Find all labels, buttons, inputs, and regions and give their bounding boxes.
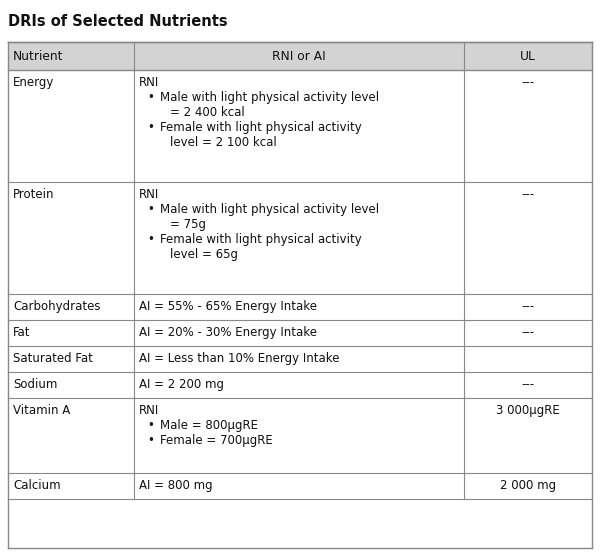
Text: Male = 800μgRE: Male = 800μgRE — [160, 419, 257, 432]
Text: Sodium: Sodium — [13, 378, 58, 391]
Bar — [8, 346, 592, 372]
Bar — [8, 473, 592, 499]
Text: = 2 400 kcal: = 2 400 kcal — [170, 106, 244, 119]
Bar — [8, 70, 592, 182]
Text: Protein: Protein — [13, 188, 55, 201]
Text: •: • — [148, 419, 154, 432]
Text: AI = 800 mg: AI = 800 mg — [139, 479, 212, 492]
Text: Female with light physical activity: Female with light physical activity — [160, 233, 361, 246]
Text: level = 65g: level = 65g — [170, 248, 238, 261]
Text: 2 000 mg: 2 000 mg — [500, 479, 556, 492]
Text: Male with light physical activity level: Male with light physical activity level — [160, 91, 379, 104]
Text: Female with light physical activity: Female with light physical activity — [160, 121, 361, 134]
Text: RNI: RNI — [139, 404, 159, 417]
Text: RNI or AI: RNI or AI — [272, 49, 325, 63]
Text: Female = 700μgRE: Female = 700μgRE — [160, 434, 272, 447]
Text: = 75g: = 75g — [170, 218, 206, 231]
Bar — [8, 398, 592, 473]
Text: •: • — [148, 203, 154, 216]
Bar — [8, 372, 592, 398]
Bar — [8, 42, 592, 70]
Text: Nutrient: Nutrient — [13, 49, 64, 63]
Text: AI = 20% - 30% Energy Intake: AI = 20% - 30% Energy Intake — [139, 326, 317, 339]
Text: AI = 55% - 65% Energy Intake: AI = 55% - 65% Energy Intake — [139, 300, 317, 313]
Bar — [8, 320, 592, 346]
Text: Vitamin A: Vitamin A — [13, 404, 70, 417]
Text: •: • — [148, 434, 154, 447]
Text: •: • — [148, 91, 154, 104]
Text: Energy: Energy — [13, 76, 55, 89]
Text: UL: UL — [520, 49, 536, 63]
Text: Calcium: Calcium — [13, 479, 61, 492]
Text: 3 000μgRE: 3 000μgRE — [496, 404, 560, 417]
Text: RNI: RNI — [139, 188, 159, 201]
Text: ---: --- — [521, 326, 535, 339]
Text: ---: --- — [521, 76, 535, 89]
Text: AI = 2 200 mg: AI = 2 200 mg — [139, 378, 224, 391]
Text: ---: --- — [521, 188, 535, 201]
Text: Carbohydrates: Carbohydrates — [13, 300, 101, 313]
Text: •: • — [148, 233, 154, 246]
Text: level = 2 100 kcal: level = 2 100 kcal — [170, 136, 277, 149]
Text: ---: --- — [521, 300, 535, 313]
Bar — [8, 182, 592, 294]
Text: Saturated Fat: Saturated Fat — [13, 352, 93, 365]
Text: DRIs of Selected Nutrients: DRIs of Selected Nutrients — [8, 14, 227, 29]
Text: •: • — [148, 121, 154, 134]
Text: RNI: RNI — [139, 76, 159, 89]
Text: AI = Less than 10% Energy Intake: AI = Less than 10% Energy Intake — [139, 352, 339, 365]
Text: Male with light physical activity level: Male with light physical activity level — [160, 203, 379, 216]
Bar — [8, 294, 592, 320]
Text: Fat: Fat — [13, 326, 31, 339]
Text: ---: --- — [521, 378, 535, 391]
